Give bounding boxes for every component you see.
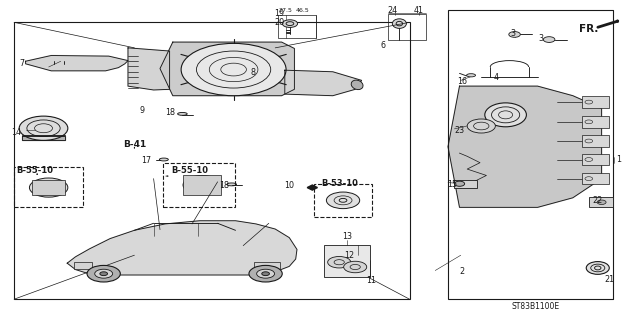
Circle shape xyxy=(543,37,555,42)
Ellipse shape xyxy=(585,120,593,124)
Text: 20: 20 xyxy=(274,18,284,27)
Text: 15: 15 xyxy=(447,180,457,189)
Text: 9: 9 xyxy=(140,106,145,115)
Text: 3: 3 xyxy=(539,34,544,43)
Ellipse shape xyxy=(351,80,363,90)
Bar xyxy=(582,116,609,128)
Circle shape xyxy=(257,269,275,278)
Text: 21: 21 xyxy=(605,275,615,284)
Text: 12: 12 xyxy=(344,251,355,260)
Ellipse shape xyxy=(585,100,593,104)
Ellipse shape xyxy=(485,103,526,127)
Circle shape xyxy=(29,178,68,197)
Bar xyxy=(582,173,609,184)
Text: 3: 3 xyxy=(511,29,516,38)
Circle shape xyxy=(87,265,120,282)
Polygon shape xyxy=(160,42,294,96)
Circle shape xyxy=(454,181,465,186)
Circle shape xyxy=(100,272,108,276)
Ellipse shape xyxy=(585,158,593,161)
Text: ST83B1100E: ST83B1100E xyxy=(512,302,560,311)
Text: B-55-10: B-55-10 xyxy=(16,167,53,175)
Ellipse shape xyxy=(585,177,593,181)
Text: 11: 11 xyxy=(366,276,376,285)
Text: 18: 18 xyxy=(165,108,175,117)
Bar xyxy=(324,245,370,277)
Text: B-41: B-41 xyxy=(123,140,146,149)
Ellipse shape xyxy=(586,262,609,274)
Bar xyxy=(14,22,410,299)
Circle shape xyxy=(282,20,298,27)
Polygon shape xyxy=(285,70,362,96)
Bar xyxy=(74,262,92,269)
Text: 6: 6 xyxy=(381,41,386,50)
Circle shape xyxy=(19,116,68,140)
Text: 7: 7 xyxy=(19,59,24,68)
Text: 27.5: 27.5 xyxy=(278,8,292,13)
Ellipse shape xyxy=(159,158,168,161)
Bar xyxy=(582,96,609,108)
Text: 13: 13 xyxy=(342,232,353,241)
Ellipse shape xyxy=(585,139,593,143)
Text: 19: 19 xyxy=(274,9,284,18)
Bar xyxy=(32,180,65,195)
Bar xyxy=(254,262,280,269)
Text: 10: 10 xyxy=(284,181,294,190)
Text: 16: 16 xyxy=(457,77,467,86)
Circle shape xyxy=(95,269,113,278)
Text: 2: 2 xyxy=(460,267,465,276)
Polygon shape xyxy=(22,136,65,140)
Bar xyxy=(582,135,609,147)
Text: B-55-10: B-55-10 xyxy=(172,167,209,175)
Circle shape xyxy=(183,175,221,195)
Text: FR.: FR. xyxy=(579,24,598,34)
Polygon shape xyxy=(128,48,170,90)
Text: 22: 22 xyxy=(593,197,603,205)
Bar xyxy=(314,184,372,217)
Text: 17: 17 xyxy=(141,156,151,165)
Text: 23: 23 xyxy=(454,126,465,135)
Bar xyxy=(14,167,83,207)
Text: 46.5: 46.5 xyxy=(296,8,309,13)
Text: 24: 24 xyxy=(388,6,398,15)
Polygon shape xyxy=(67,221,297,275)
Ellipse shape xyxy=(227,183,237,186)
Ellipse shape xyxy=(467,74,476,77)
Ellipse shape xyxy=(177,113,187,115)
Ellipse shape xyxy=(392,19,406,28)
Circle shape xyxy=(326,192,360,209)
Circle shape xyxy=(509,32,520,37)
Text: 41: 41 xyxy=(414,6,424,15)
Bar xyxy=(183,175,221,195)
Polygon shape xyxy=(26,56,128,71)
Circle shape xyxy=(262,272,269,276)
Text: 8: 8 xyxy=(251,68,256,77)
Circle shape xyxy=(328,256,351,268)
Text: 18: 18 xyxy=(220,181,230,190)
Text: 1: 1 xyxy=(616,155,621,164)
Bar xyxy=(163,163,235,207)
Text: 4: 4 xyxy=(494,73,499,82)
Bar xyxy=(582,154,609,165)
Bar xyxy=(448,10,613,299)
Text: 14: 14 xyxy=(12,128,22,137)
Bar xyxy=(454,180,477,188)
Circle shape xyxy=(344,261,367,273)
Circle shape xyxy=(467,119,495,133)
Bar xyxy=(388,14,426,40)
Text: B-53-10: B-53-10 xyxy=(321,179,358,188)
Polygon shape xyxy=(307,185,317,190)
Polygon shape xyxy=(448,86,602,207)
Bar xyxy=(589,197,613,207)
Ellipse shape xyxy=(597,200,606,204)
Bar xyxy=(278,15,316,38)
Circle shape xyxy=(249,265,282,282)
Circle shape xyxy=(181,43,286,96)
